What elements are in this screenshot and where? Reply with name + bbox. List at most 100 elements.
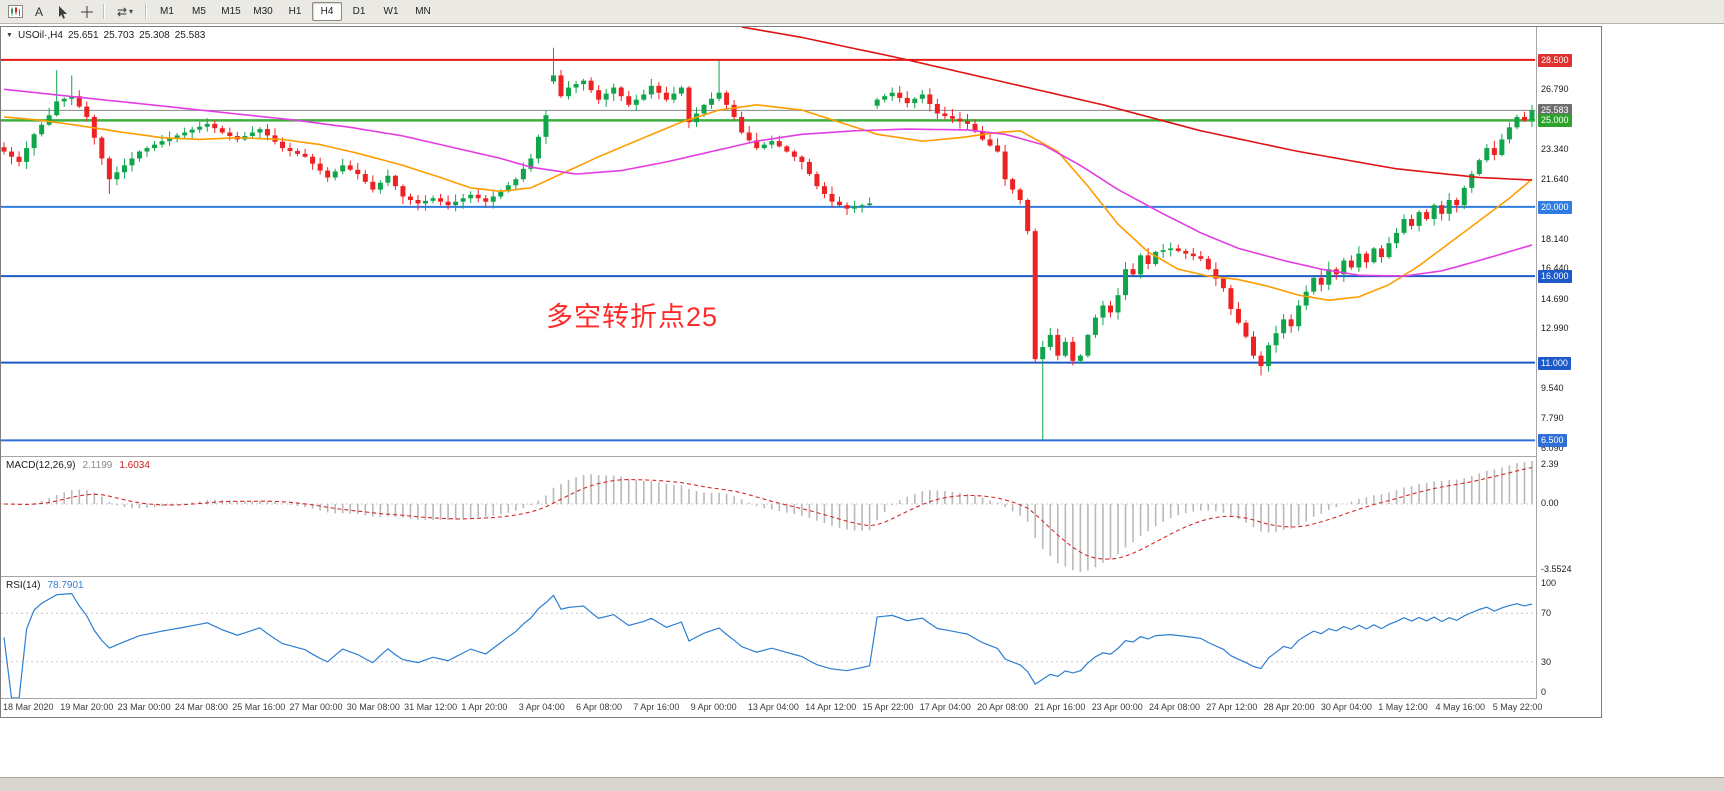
- time-label: 23 Apr 00:00: [1091, 702, 1143, 712]
- crosshair-tool-button[interactable]: [75, 1, 99, 23]
- timeframe-W1[interactable]: W1: [383, 6, 399, 17]
- candlestick-chart-icon: [7, 5, 23, 18]
- axis-label: 100: [1541, 578, 1557, 588]
- toolbar-separator: [145, 4, 147, 19]
- time-label: 18 Mar 2020: [3, 702, 54, 712]
- time-label: 20 Apr 08:00: [977, 702, 1029, 712]
- dropdown-caret-icon: ▾: [129, 7, 134, 16]
- ma-fast-orange: [3, 103, 1533, 302]
- rsi-label: RSI(14) 78.7901: [6, 580, 84, 591]
- ohlc-values: 25.651 25.703 25.308 25.583: [68, 30, 210, 41]
- macd-main-value: 2.1199: [82, 460, 113, 471]
- price-chart-canvas[interactable]: [1, 27, 1535, 456]
- price-panel: ▼ USOil·,H4 25.651 25.703 25.308 25.583 多空转…: [1, 27, 1537, 457]
- price-tag: 6.500: [1538, 434, 1567, 448]
- candles: [1, 47, 1535, 440]
- axis-label: 16.440: [1541, 263, 1569, 274]
- axis-label: 6.090: [1541, 442, 1564, 453]
- time-label: 9 Apr 00:00: [690, 702, 737, 712]
- macd-label: MACD(12,26,9) 2.1199 1.6034: [6, 460, 150, 471]
- axis-label: 0.00: [1541, 497, 1559, 508]
- timeframe-H1[interactable]: H1: [288, 6, 302, 17]
- chart-title: ▼ USOil·,H4 25.651 25.703 25.308 25.583: [6, 30, 210, 41]
- macd-histogram: [10, 461, 1533, 572]
- macd-canvas[interactable]: [1, 457, 1535, 576]
- high-value: 25.703: [103, 30, 135, 41]
- time-label: 24 Mar 08:00: [174, 702, 228, 712]
- axis-label: 21.640: [1541, 173, 1569, 184]
- price-tag: 25.583: [1538, 104, 1572, 118]
- chart-window: ▼ USOil·,H4 25.651 25.703 25.308 25.583 多空转…: [0, 26, 1602, 718]
- time-label: 25 Mar 16:00: [232, 702, 286, 712]
- axis-label: 0: [1541, 687, 1547, 697]
- rsi-line: [3, 592, 1533, 698]
- cycle-arrows-icon: ⇄: [116, 4, 128, 19]
- macd-indicator-name: MACD(12,26,9): [6, 460, 76, 471]
- timeframe-D1[interactable]: D1: [352, 6, 366, 17]
- ma-mid-magenta: [3, 88, 1533, 277]
- time-label: 7 Apr 16:00: [633, 702, 680, 712]
- rsi-value: 78.7901: [47, 580, 84, 591]
- macd-signal-line: [3, 466, 1533, 560]
- time-label: 31 Mar 12:00: [404, 702, 458, 712]
- price-tag: 20.000: [1538, 200, 1572, 214]
- symbol-period-label: USOil·,H4: [17, 30, 63, 41]
- axis-label: 7.790: [1541, 413, 1564, 424]
- axis-label: 26.790: [1541, 84, 1569, 95]
- toolbar-separator: [103, 4, 105, 19]
- macd-panel: MACD(12,26,9) 2.1199 1.6034: [1, 457, 1537, 577]
- axis-label: 30: [1541, 656, 1552, 667]
- axis-label: 9.540: [1541, 382, 1564, 393]
- time-label: 15 Apr 22:00: [862, 702, 914, 712]
- chart-annotation: 多空转折点25: [546, 302, 719, 332]
- time-label: 6 Apr 08:00: [576, 702, 623, 712]
- time-label: 27 Apr 12:00: [1206, 702, 1258, 712]
- cursor-tool-button[interactable]: [51, 1, 75, 23]
- price-tag: 16.000: [1538, 270, 1572, 284]
- time-label: 28 Apr 20:00: [1263, 702, 1315, 712]
- cursor-icon: [59, 5, 67, 19]
- status-bar: [0, 777, 1724, 791]
- timeframe-M5[interactable]: M5: [192, 6, 206, 17]
- time-axis[interactable]: 18 Mar 2020 19 Mar 20:00 23 Mar 00:00 24 Ma…: [1, 699, 1542, 717]
- rsi-canvas[interactable]: [1, 577, 1535, 698]
- time-label: 4 May 16:00: [1435, 702, 1486, 712]
- crosshair-icon: [81, 5, 93, 18]
- macd-signal-value: 1.6034: [119, 460, 150, 471]
- time-label: 13 Apr 04:00: [747, 702, 799, 712]
- axis-label: 12.990: [1541, 323, 1569, 334]
- timeframe-M15[interactable]: M15: [221, 6, 241, 17]
- timeframe-H4[interactable]: H4: [312, 2, 342, 21]
- time-label: 30 Mar 08:00: [346, 702, 400, 712]
- open-value: 25.651: [67, 30, 99, 41]
- cycle-symbols-button[interactable]: ⇄ ▾: [109, 1, 141, 23]
- time-label: 14 Apr 12:00: [805, 702, 857, 712]
- timeframe-MN[interactable]: MN: [415, 6, 431, 17]
- time-label: 27 Mar 00:00: [289, 702, 343, 712]
- price-axis[interactable]: 26.790 23.340 21.640 18.140 16.440 14.690 12.9…: [1536, 27, 1601, 699]
- timeframe-M30[interactable]: M30: [253, 6, 273, 17]
- time-label: 1 Apr 20:00: [461, 702, 508, 712]
- axis-label: -3.5524: [1541, 564, 1572, 574]
- timeframe-M1[interactable]: M1: [160, 6, 174, 17]
- time-label: 3 Apr 04:00: [518, 702, 565, 712]
- ma-slow-red: [741, 27, 1533, 181]
- toolbar: A ⇄ ▾ M1 M5 M15 M30 H1 H4 D1 W1 MN: [0, 0, 1724, 24]
- time-label: 17 Apr 04:00: [919, 702, 971, 712]
- price-tag: 28.500: [1538, 53, 1572, 67]
- axis-label: 14.690: [1541, 293, 1569, 304]
- rsi-panel: RSI(14) 78.7901: [1, 577, 1537, 699]
- time-label: 19 Mar 20:00: [60, 702, 114, 712]
- price-tag: 25.000: [1538, 114, 1572, 128]
- price-tag: 11.000: [1538, 356, 1571, 370]
- axis-label: 70: [1541, 608, 1552, 619]
- collapse-indicator-icon[interactable]: ▼: [6, 32, 13, 39]
- low-value: 25.308: [139, 30, 170, 41]
- time-label: 23 Mar 00:00: [117, 702, 171, 712]
- rsi-indicator-name: RSI(14): [6, 580, 41, 591]
- text-tool-button[interactable]: A: [27, 1, 51, 23]
- axis-label: 2.39: [1541, 459, 1559, 469]
- chart-type-button[interactable]: [3, 1, 27, 23]
- time-label: 30 Apr 04:00: [1320, 702, 1372, 712]
- timeframe-group: M1 M5 M15 M30 H1 H4 D1 W1 MN: [151, 2, 439, 21]
